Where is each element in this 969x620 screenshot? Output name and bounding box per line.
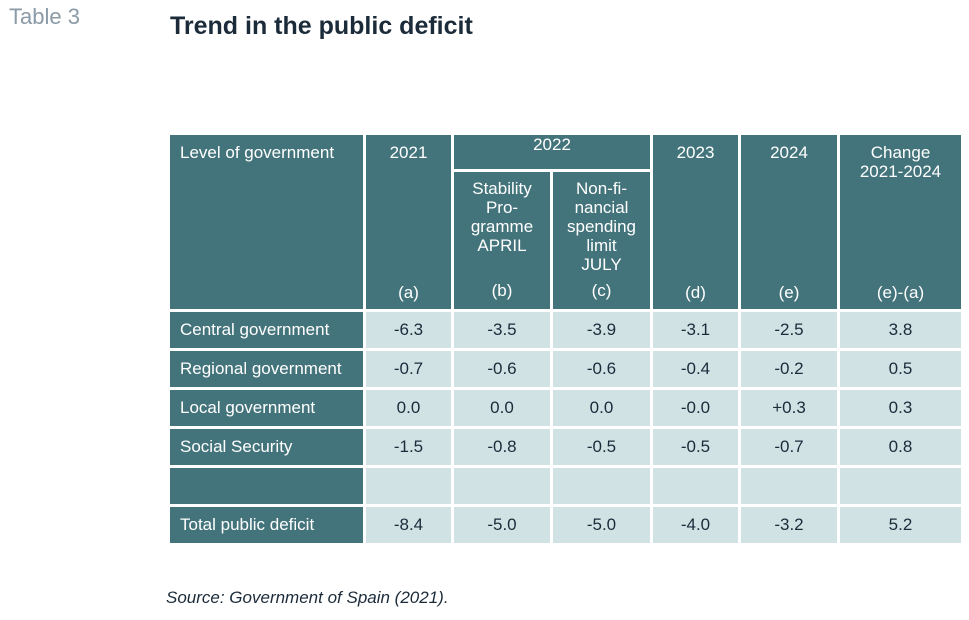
cell-2021: -6.3 (366, 312, 451, 348)
header-2023: 2023 (d) (653, 135, 738, 309)
cell-2024: -0.2 (741, 351, 837, 387)
source-note: Source: Government of Spain (2021). (166, 588, 449, 607)
page-title: Trend in the public deficit (170, 12, 473, 40)
row-label: Central government (170, 312, 363, 348)
cell-2021: 0.0 (366, 390, 451, 426)
header-2024-year: 2024 (770, 143, 808, 162)
row-label: Local government (170, 390, 363, 426)
cell-2024 (741, 468, 837, 504)
header-stability-line2: Pro- (485, 198, 519, 217)
header-2021: 2021 (a) (366, 135, 451, 309)
cell-2021 (366, 468, 451, 504)
header-change-code: (e)-(a) (876, 283, 925, 302)
row-label (170, 468, 363, 504)
cell-2024: -0.7 (741, 429, 837, 465)
header-stability-code: (b) (491, 281, 513, 300)
cell-2022-stability: -3.5 (454, 312, 550, 348)
header-stability-line4: APRIL (477, 236, 527, 255)
cell-2022-stability: -0.8 (454, 429, 550, 465)
header-change-line1: Change (870, 143, 931, 162)
header-2023-year: 2023 (676, 143, 715, 162)
header-nonfin-line1: Non-fi- (575, 179, 627, 198)
cell-2024: -2.5 (741, 312, 837, 348)
table-row: Local government 0.0 0.0 0.0 -0.0 +0.3 0… (170, 390, 961, 426)
table-row-spacer (170, 468, 961, 504)
header-non-financial-limit: Non-fi- nancial spending limit JULY (c) (553, 172, 650, 309)
table-row: Social Security -1.5 -0.8 -0.5 -0.5 -0.7… (170, 429, 961, 465)
header-change-line2: 2021-2024 (859, 162, 942, 181)
header-2021-code: (a) (398, 283, 419, 302)
header-stability-programme: Stability Pro- gramme APRIL (b) (454, 172, 550, 309)
header-2024: 2024 (e) (741, 135, 837, 309)
row-label: Total public deficit (170, 507, 363, 543)
cell-2023: -0.5 (653, 429, 738, 465)
header-2022: 2022 (454, 135, 650, 169)
cell-2022-nonfin: -0.5 (553, 429, 650, 465)
row-label: Social Security (170, 429, 363, 465)
cell-2022-nonfin: 0.0 (553, 390, 650, 426)
cell-2023: -0.0 (653, 390, 738, 426)
cell-2021: -8.4 (366, 507, 451, 543)
cell-2024: +0.3 (741, 390, 837, 426)
header-level-of-government: Level of government (170, 135, 363, 309)
header-nonfin-line4: limit (586, 236, 617, 255)
cell-change: 0.8 (840, 429, 961, 465)
cell-2022-stability: -0.6 (454, 351, 550, 387)
cell-2023: -0.4 (653, 351, 738, 387)
cell-2023: -3.1 (653, 312, 738, 348)
table-number-label: Table 3 (9, 4, 80, 29)
cell-change: 0.5 (840, 351, 961, 387)
row-label: Regional government (170, 351, 363, 387)
cell-2022-nonfin: -5.0 (553, 507, 650, 543)
header-nonfin-code: (c) (591, 281, 612, 300)
header-2024-code: (e) (778, 283, 800, 302)
cell-2024: -3.2 (741, 507, 837, 543)
header-2023-code: (d) (685, 283, 706, 302)
table-row: Regional government -0.7 -0.6 -0.6 -0.4 … (170, 351, 961, 387)
cell-2021: -0.7 (366, 351, 451, 387)
cell-2022-nonfin (553, 468, 650, 504)
header-stability-line3: gramme (470, 217, 534, 236)
cell-change (840, 468, 961, 504)
cell-change: 5.2 (840, 507, 961, 543)
cell-2021: -1.5 (366, 429, 451, 465)
header-nonfin-line3: spending (566, 217, 636, 236)
deficit-table: Level of government 2021 (a) 2022 2023 (… (167, 132, 964, 546)
header-stability-line1: Stability (472, 179, 532, 198)
cell-2023 (653, 468, 738, 504)
table-row-total: Total public deficit -8.4 -5.0 -5.0 -4.0… (170, 507, 961, 543)
header-change: Change 2021-2024 (e)-(a) (840, 135, 961, 309)
cell-2022-nonfin: -0.6 (553, 351, 650, 387)
table-row: Central government -6.3 -3.5 -3.9 -3.1 -… (170, 312, 961, 348)
header-nonfin-line2: nancial (574, 198, 629, 217)
cell-change: 0.3 (840, 390, 961, 426)
cell-2022-nonfin: -3.9 (553, 312, 650, 348)
header-2021-year: 2021 (389, 143, 428, 162)
cell-2022-stability (454, 468, 550, 504)
cell-2022-stability: 0.0 (454, 390, 550, 426)
cell-2023: -4.0 (653, 507, 738, 543)
cell-2022-stability: -5.0 (454, 507, 550, 543)
cell-change: 3.8 (840, 312, 961, 348)
header-nonfin-line5: JULY (581, 255, 622, 274)
